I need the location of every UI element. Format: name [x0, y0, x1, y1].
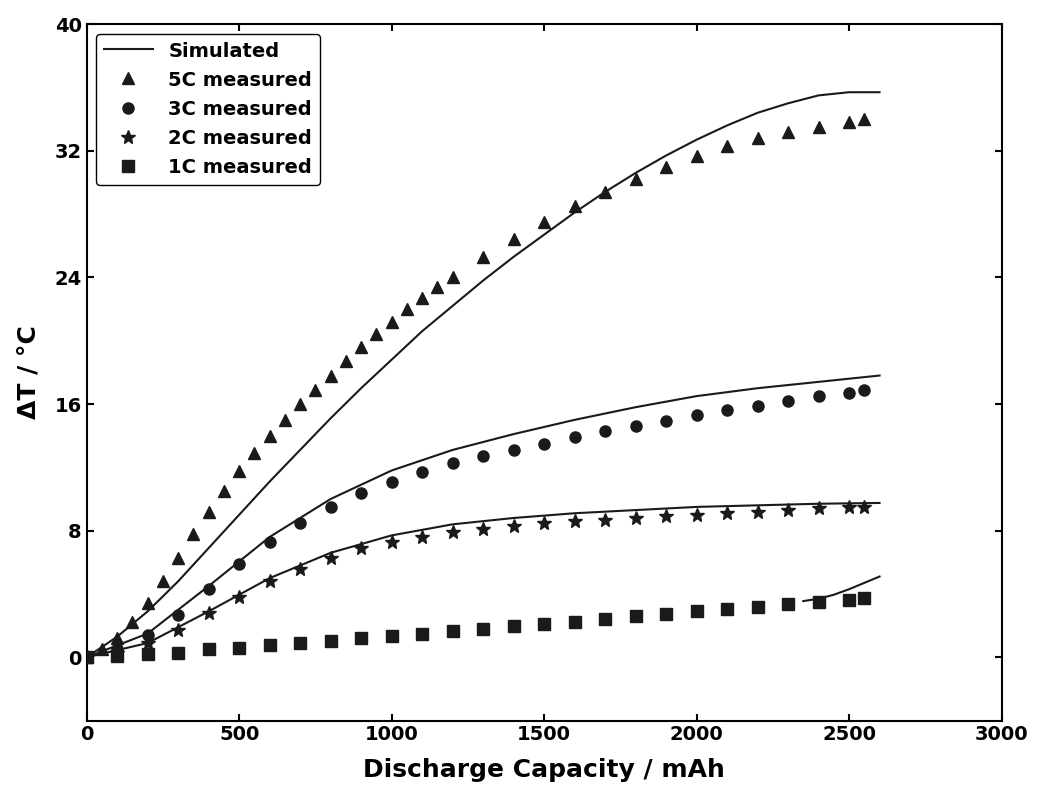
Legend: Simulated, 5C measured, 3C measured, 2C measured, 1C measured: Simulated, 5C measured, 3C measured, 2C …: [96, 34, 320, 185]
Y-axis label: ΔT / °C: ΔT / °C: [17, 325, 41, 419]
X-axis label: Discharge Capacity / mAh: Discharge Capacity / mAh: [364, 758, 725, 782]
